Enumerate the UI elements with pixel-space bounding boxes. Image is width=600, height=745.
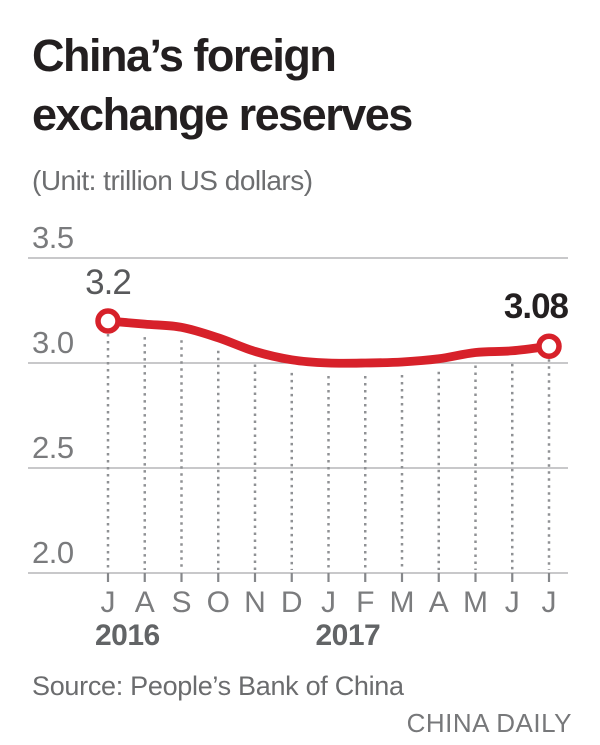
year-label-2016: 2016 [95, 619, 160, 652]
y-tick-label: 3.5 [32, 220, 74, 255]
x-tick-label: F [356, 586, 375, 619]
x-tick-label: J [504, 586, 520, 619]
publisher-credit: CHINA DAILY [406, 708, 572, 738]
x-tick-label: A [428, 586, 449, 619]
source-credit: Source: People’s Bank of China [32, 671, 404, 701]
point-marker [536, 333, 562, 359]
x-tick-label: O [206, 586, 230, 619]
x-tick-label: S [171, 586, 192, 619]
y-tick-label: 2.5 [32, 430, 74, 465]
unit-label: (Unit: trillion US dollars) [32, 165, 313, 196]
last-point-value-label: 3.08 [503, 287, 569, 326]
x-tick-label: J [100, 586, 116, 619]
x-tick-label: J [541, 586, 557, 619]
chart-title: China’s foreign exchange reserves [32, 30, 413, 140]
x-tick-label: A [134, 586, 155, 619]
x-tick-label: N [244, 586, 266, 619]
x-tick-label: M [389, 586, 415, 619]
x-tick-label: D [280, 586, 303, 619]
first-point-value-label: 3.2 [85, 263, 132, 302]
y-tick-label: 3.0 [32, 325, 74, 360]
y-tick-label: 2.0 [32, 535, 74, 570]
x-tick-label: M [463, 586, 488, 619]
year-label-2017: 2017 [315, 619, 381, 652]
x-tick-label: J [321, 586, 336, 619]
reserves-line [103, 316, 554, 368]
point-marker [95, 308, 121, 334]
